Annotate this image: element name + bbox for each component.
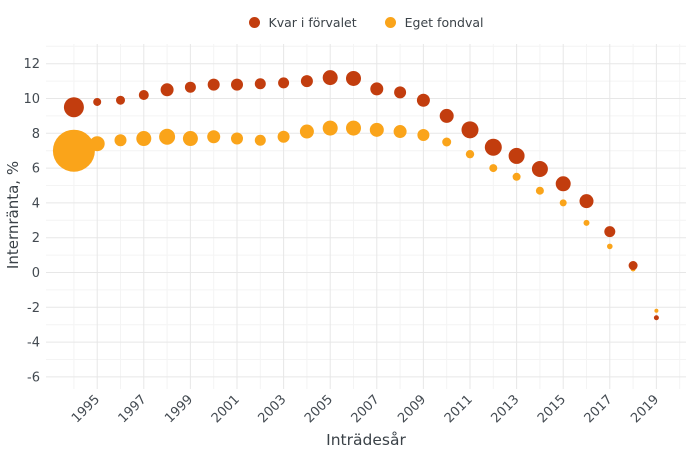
data-point-eget: [559, 199, 567, 207]
data-point-kvar: [653, 315, 659, 321]
data-point-eget: [346, 120, 361, 136]
data-point-kvar: [300, 75, 313, 88]
data-point-eget: [512, 172, 521, 181]
data-point-eget: [136, 131, 152, 147]
x-tick-label: 2001: [209, 392, 243, 426]
data-point-kvar: [138, 90, 149, 101]
data-point-eget: [654, 308, 659, 313]
y-tick-label: 6: [32, 162, 40, 177]
x-tick-label: 2013: [488, 392, 522, 426]
data-point-eget: [369, 122, 384, 137]
data-point-eget: [393, 125, 407, 139]
data-point-kvar: [604, 226, 616, 238]
data-point-kvar: [531, 160, 548, 177]
data-point-kvar: [579, 194, 594, 209]
data-point-kvar: [508, 147, 525, 164]
data-point-eget: [254, 134, 266, 146]
y-tick-label: 10: [23, 92, 40, 107]
data-point-eget: [231, 132, 243, 145]
data-point-eget: [114, 134, 127, 147]
x-tick-label: 2015: [535, 392, 569, 426]
data-point-eget: [207, 130, 221, 144]
legend-label-kvar: Kvar i förvalet: [268, 14, 357, 30]
y-tick-label: -2: [27, 301, 40, 316]
data-point-kvar: [116, 95, 125, 105]
data-point-eget: [52, 129, 95, 172]
legend-label-eget: Eget fondval: [404, 14, 484, 30]
x-tick-label: 2017: [582, 392, 616, 426]
data-point-eget: [159, 128, 176, 145]
data-point-eget: [442, 137, 452, 147]
y-tick-label: 8: [32, 127, 40, 142]
data-point-kvar: [278, 77, 290, 89]
x-tick-label: 2019: [628, 392, 662, 426]
data-point-kvar: [555, 176, 571, 192]
x-tick-label: 2005: [302, 392, 336, 426]
data-point-kvar: [484, 138, 502, 156]
x-tick-label: 2011: [442, 392, 476, 426]
y-tick-label: 4: [32, 196, 40, 211]
data-point-eget: [583, 219, 590, 226]
data-point-kvar: [370, 82, 384, 96]
legend-item-eget: Eget fondval: [384, 14, 484, 30]
x-axis-title: Inträdesår: [326, 431, 406, 449]
x-tick-label: 1999: [162, 392, 196, 426]
y-axis-title: Internränta, %: [4, 160, 22, 270]
data-point-kvar: [439, 108, 454, 123]
y-tick-label: -4: [27, 336, 40, 351]
data-point-eget: [607, 243, 613, 250]
data-point-eget: [182, 131, 198, 147]
data-point-eget: [89, 136, 105, 152]
chart-legend: Kvar i förvalet Eget fondval: [46, 10, 686, 34]
data-point-eget: [417, 129, 430, 142]
data-point-eget: [465, 149, 475, 159]
data-point-kvar: [231, 78, 243, 91]
data-point-kvar: [63, 97, 84, 118]
x-tick-label: 2003: [255, 392, 289, 426]
data-point-kvar: [394, 86, 407, 99]
data-point-kvar: [184, 81, 196, 93]
data-point-kvar: [461, 121, 479, 139]
data-point-eget: [489, 164, 498, 173]
y-tick-label: -6: [27, 370, 40, 385]
data-point-kvar: [322, 70, 338, 86]
data-point-kvar: [93, 97, 102, 106]
data-point-kvar: [254, 78, 266, 90]
data-point-eget: [277, 130, 290, 143]
data-point-eget: [299, 124, 314, 139]
y-tick-label: 0: [32, 266, 40, 281]
data-point-kvar: [628, 261, 638, 271]
data-point-eget: [322, 120, 338, 136]
legend-dot-eget: [384, 16, 396, 28]
legend-item-kvar: Kvar i förvalet: [248, 14, 357, 30]
y-tick-label: 12: [23, 57, 40, 72]
data-point-kvar: [346, 70, 361, 86]
legend-dot-kvar: [248, 16, 260, 28]
data-point-kvar: [416, 93, 430, 107]
y-tick-label: 2: [32, 231, 40, 246]
x-tick-label: 2007: [349, 392, 383, 426]
data-point-eget: [535, 186, 544, 195]
data-point-kvar: [160, 83, 174, 97]
data-point-kvar: [207, 78, 220, 91]
x-tick-label: 1997: [116, 392, 150, 426]
x-tick-label: 1995: [69, 392, 103, 426]
x-tick-label: 2009: [395, 392, 429, 426]
